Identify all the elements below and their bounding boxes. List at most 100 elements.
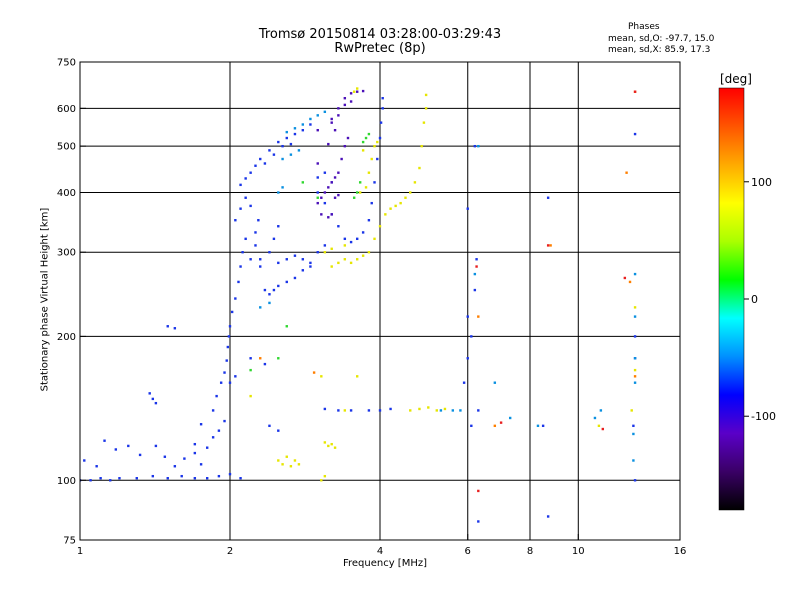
data-point	[477, 489, 480, 493]
data-point	[352, 196, 356, 199]
data-point	[418, 166, 421, 170]
data-point	[337, 261, 340, 265]
data-point	[297, 463, 301, 466]
data-point	[320, 479, 323, 482]
data-point	[293, 276, 297, 280]
data-point	[361, 140, 365, 144]
data-point	[633, 375, 637, 378]
data-point	[343, 258, 347, 261]
data-point	[173, 465, 177, 468]
data-point	[316, 114, 319, 117]
data-point	[263, 362, 267, 366]
data-point	[418, 407, 421, 411]
data-point	[301, 269, 305, 272]
data-point	[352, 90, 356, 93]
data-point	[508, 416, 512, 420]
data-point	[285, 136, 288, 140]
data-point	[268, 301, 271, 305]
data-point	[244, 177, 247, 180]
data-point	[599, 409, 603, 412]
data-point	[323, 407, 327, 411]
data-point	[333, 196, 337, 199]
data-point	[343, 244, 347, 247]
data-point	[633, 357, 637, 360]
data-point	[281, 463, 284, 466]
data-point	[259, 157, 262, 161]
data-point	[277, 429, 280, 432]
data-point	[205, 477, 209, 480]
data-point	[404, 196, 407, 199]
data-point	[293, 254, 297, 257]
data-point	[355, 258, 359, 261]
x-tick-label: 16	[674, 546, 687, 557]
data-point	[272, 237, 276, 241]
data-point	[249, 258, 252, 261]
data-point	[99, 477, 102, 480]
data-point	[346, 136, 350, 140]
data-point	[323, 474, 327, 478]
data-point	[330, 181, 333, 184]
data-point	[254, 244, 257, 247]
data-point	[135, 477, 138, 480]
data-point	[459, 409, 462, 412]
data-point	[151, 397, 155, 401]
data-point	[337, 225, 340, 228]
data-point	[89, 479, 92, 482]
data-point	[316, 251, 319, 254]
data-point	[217, 474, 221, 478]
data-point	[330, 213, 333, 216]
data-point	[632, 432, 635, 436]
data-point	[337, 171, 340, 174]
data-point	[244, 237, 247, 241]
data-point	[597, 424, 601, 428]
data-point	[316, 176, 319, 179]
data-point	[285, 280, 288, 284]
data-point	[367, 251, 371, 254]
data-point	[103, 439, 106, 442]
data-point	[337, 114, 340, 117]
colorbar-tick-label: 0	[751, 293, 758, 306]
y-tick-label: 200	[57, 332, 76, 343]
data-point	[277, 191, 280, 194]
data-point	[249, 204, 252, 208]
data-point	[309, 117, 312, 121]
data-point	[625, 171, 628, 174]
data-point	[272, 288, 276, 292]
data-point	[223, 419, 226, 423]
data-point	[239, 477, 242, 480]
data-point	[349, 409, 353, 412]
data-point	[316, 191, 319, 194]
data-point	[249, 357, 252, 360]
data-point	[477, 409, 480, 412]
data-point	[343, 96, 347, 100]
x-tick-label: 1	[77, 546, 83, 557]
data-point	[268, 424, 271, 428]
data-point	[163, 455, 167, 458]
data-point	[381, 96, 384, 100]
data-point	[462, 381, 466, 384]
data-point	[127, 444, 130, 448]
data-point	[323, 191, 327, 194]
data-point	[211, 436, 215, 439]
data-point	[367, 171, 371, 174]
data-point	[166, 325, 169, 328]
data-point	[381, 107, 384, 110]
data-point	[219, 381, 223, 384]
chart-title: Tromsø 20150814 03:28:00-03:29:43	[258, 27, 502, 42]
axis-ticks: 1 2 4 6 8 10 16 75 100 200 300 400 500 600 750	[57, 58, 686, 558]
data-point	[277, 261, 280, 265]
colorbar: 100 0 -100	[718, 87, 776, 511]
data-point	[226, 345, 230, 349]
data-point	[378, 409, 382, 412]
colorbar-gradient	[718, 87, 745, 511]
data-point	[277, 459, 280, 462]
data-point	[193, 451, 197, 455]
data-point	[316, 162, 319, 165]
data-point	[259, 357, 262, 360]
data-point	[285, 258, 288, 261]
data-point	[632, 459, 635, 462]
data-point	[340, 157, 343, 161]
data-point	[343, 237, 347, 241]
data-point	[546, 515, 550, 518]
